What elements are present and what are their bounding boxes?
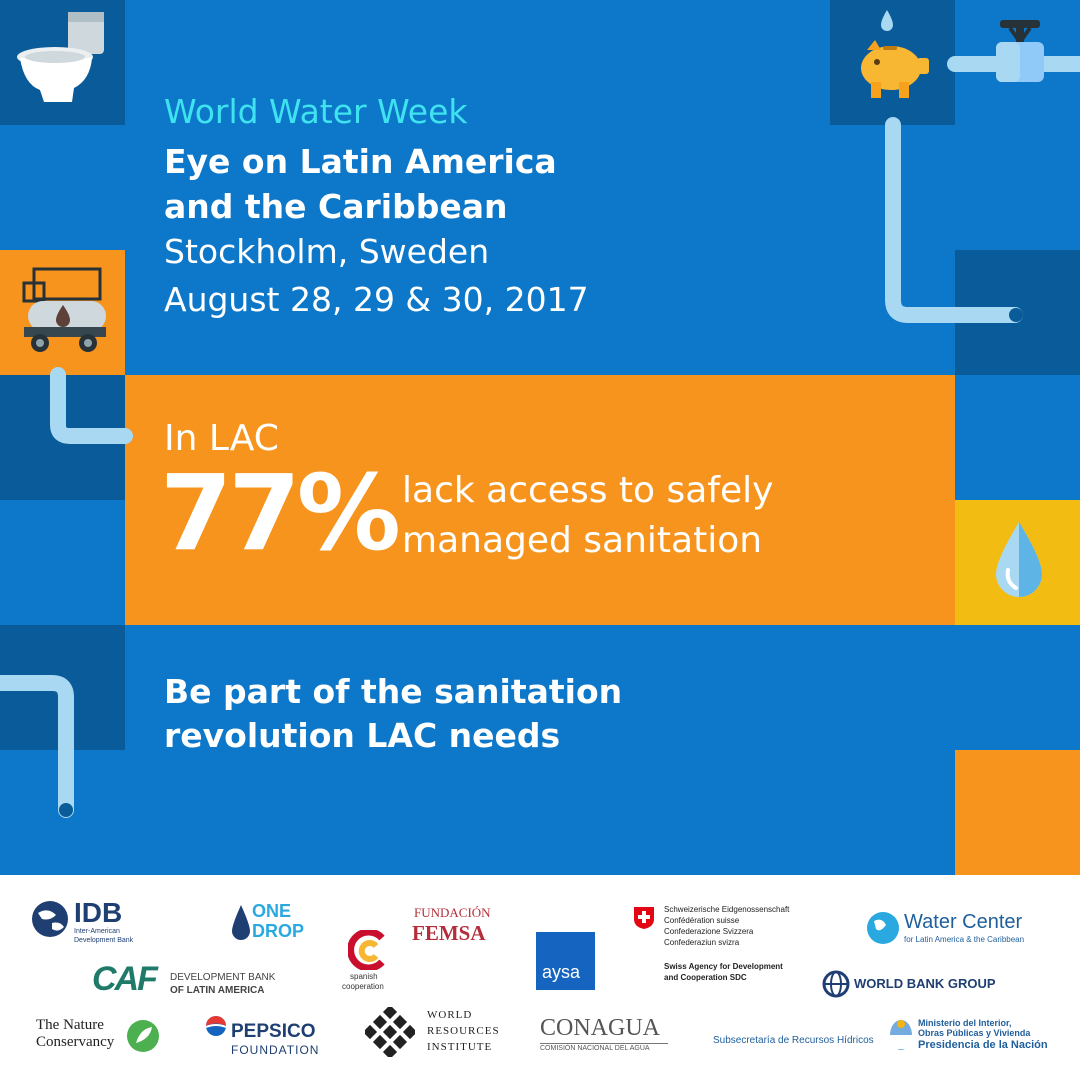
- stat-percent: 77%: [160, 452, 401, 574]
- swiss-l6: and Cooperation SDC: [664, 973, 747, 982]
- stat-desc-line2: managed sanitation: [402, 520, 763, 561]
- swiss-l1: Schweizerische Eidgenossenschaft: [664, 905, 790, 914]
- onedrop-l2: DROP: [252, 921, 305, 941]
- water-center-logo: Water Center for Latin America & the Car…: [866, 909, 1056, 949]
- spanish-cooperation-l2: cooperation: [342, 982, 384, 991]
- onedrop-drop-icon: [232, 905, 250, 940]
- onedrop-l1: ONE: [252, 901, 292, 921]
- pepsico-l1: PEPSICO: [231, 1021, 316, 1042]
- swiss-flag-icon: [634, 907, 654, 929]
- ministerio-l1: Ministerio del Interior,: [918, 1018, 1012, 1028]
- event-subtitle-line2: and the Caribbean: [164, 187, 508, 226]
- water-valve-icon: [996, 20, 1044, 82]
- ministerio-logo: Ministerio del Interior, Obras Públicas …: [888, 1018, 1068, 1058]
- world-bank-logo: WORLD BANK GROUP: [822, 970, 1002, 1000]
- caf-logo: CAF DEVELOPMENT BANK OF LATIN AMERICA: [92, 960, 292, 1000]
- aysa-name: aysa: [542, 962, 581, 982]
- pepsico-l2: FOUNDATION: [231, 1043, 320, 1057]
- idb-globe-icon: [32, 901, 68, 937]
- toilet-icon: [17, 12, 104, 102]
- water-center-name: Water Center: [904, 911, 1023, 933]
- world-bank-name: WORLD BANK GROUP: [854, 976, 996, 991]
- stat-desc-line1: lack access to safely: [402, 470, 774, 511]
- event-subtitle-line1: Eye on Latin America: [164, 142, 557, 181]
- tnc-leaf-icon: [127, 1020, 159, 1052]
- idb-logo: IDB Inter-American Development Bank: [30, 897, 170, 947]
- spanish-cooperation-symbol-icon: [348, 930, 385, 970]
- femsa-l1: FUNDACIÓN: [414, 905, 491, 920]
- onedrop-logo: ONE DROP: [232, 901, 312, 946]
- cta-line1: Be part of the sanitation: [164, 672, 623, 711]
- conagua-logo: CONAGUA COMISIÓN NACIONAL DEL AGUA: [540, 1015, 680, 1055]
- piggy-bank-icon: [861, 10, 929, 98]
- wri-l3: INSTITUTE: [427, 1041, 493, 1053]
- orange-stat-band: [125, 375, 955, 625]
- aysa-logo: aysa: [536, 932, 595, 990]
- subsecretaria-text: Subsecretaría de Recursos Hídricos: [713, 1035, 874, 1046]
- cta-line2: revolution LAC needs: [164, 716, 561, 755]
- wri-l2: RESOURCES: [427, 1025, 500, 1037]
- spanish-cooperation-logo: spanish cooperation: [340, 930, 400, 995]
- caf-l1: DEVELOPMENT BANK: [170, 972, 276, 983]
- idb-sub2: Development Bank: [74, 937, 134, 944]
- world-bank-globe-icon: [822, 970, 850, 998]
- femsa-l2: FEMSA: [412, 921, 486, 945]
- wri-logo: WORLD RESOURCES INSTITUTE: [365, 1007, 515, 1062]
- spanish-cooperation-l1: spanish: [350, 972, 378, 981]
- infographic-scene: World Water Week Eye on Latin America an…: [0, 0, 1080, 875]
- nature-conservancy-logo: The Nature Conservancy: [36, 1017, 166, 1059]
- event-title: World Water Week: [164, 92, 468, 131]
- femsa-logo: FUNDACIÓN FEMSA: [412, 905, 502, 945]
- idb-sub1: Inter-American: [74, 928, 120, 935]
- water-center-globe-icon: [867, 912, 899, 944]
- water-tank-truck-icon: [22, 267, 106, 352]
- stat-intro: In LAC: [164, 418, 279, 459]
- pepsico-logo: PEPSICO FOUNDATION: [205, 1015, 345, 1060]
- wri-pattern-icon: [365, 1007, 415, 1057]
- pepsico-globe-icon: [205, 1016, 227, 1036]
- tile-orange-bottom-right: [955, 750, 1080, 875]
- water-center-sub: for Latin America & the Caribbean: [904, 935, 1025, 944]
- swiss-l5: Swiss Agency for Development: [664, 962, 783, 971]
- conagua-name: CONAGUA: [540, 1015, 660, 1041]
- conagua-divider: [540, 1043, 668, 1044]
- event-dates: August 28, 29 & 30, 2017: [164, 280, 589, 319]
- partner-logos: IDB Inter-American Development Bank ONE …: [0, 875, 1080, 1080]
- swiss-l2: Confédération suisse: [664, 916, 740, 925]
- wri-l1: WORLD: [427, 1009, 473, 1021]
- swiss-l4: Confederaziun svizra: [664, 938, 740, 947]
- ministerio-l2: Obras Públicas y Vivienda: [918, 1028, 1031, 1038]
- swiss-sdc-logo: Schweizerische Eidgenossenschaft Confédé…: [632, 905, 822, 985]
- tnc-l2: Conservancy: [36, 1034, 115, 1050]
- ministerio-l3: Presidencia de la Nación: [918, 1039, 1048, 1051]
- event-location: Stockholm, Sweden: [164, 232, 490, 271]
- conagua-sub: COMISIÓN NACIONAL DEL AGUA: [540, 1045, 650, 1052]
- argentina-seal-icon: [890, 1020, 912, 1050]
- idb-name: IDB: [74, 897, 123, 928]
- caf-l2: OF LATIN AMERICA: [170, 985, 265, 996]
- caf-name: CAF: [92, 960, 158, 998]
- swiss-l3: Confederazione Svizzera: [664, 927, 754, 936]
- water-drop-icon: [996, 522, 1042, 597]
- tnc-l1: The Nature: [36, 1017, 104, 1033]
